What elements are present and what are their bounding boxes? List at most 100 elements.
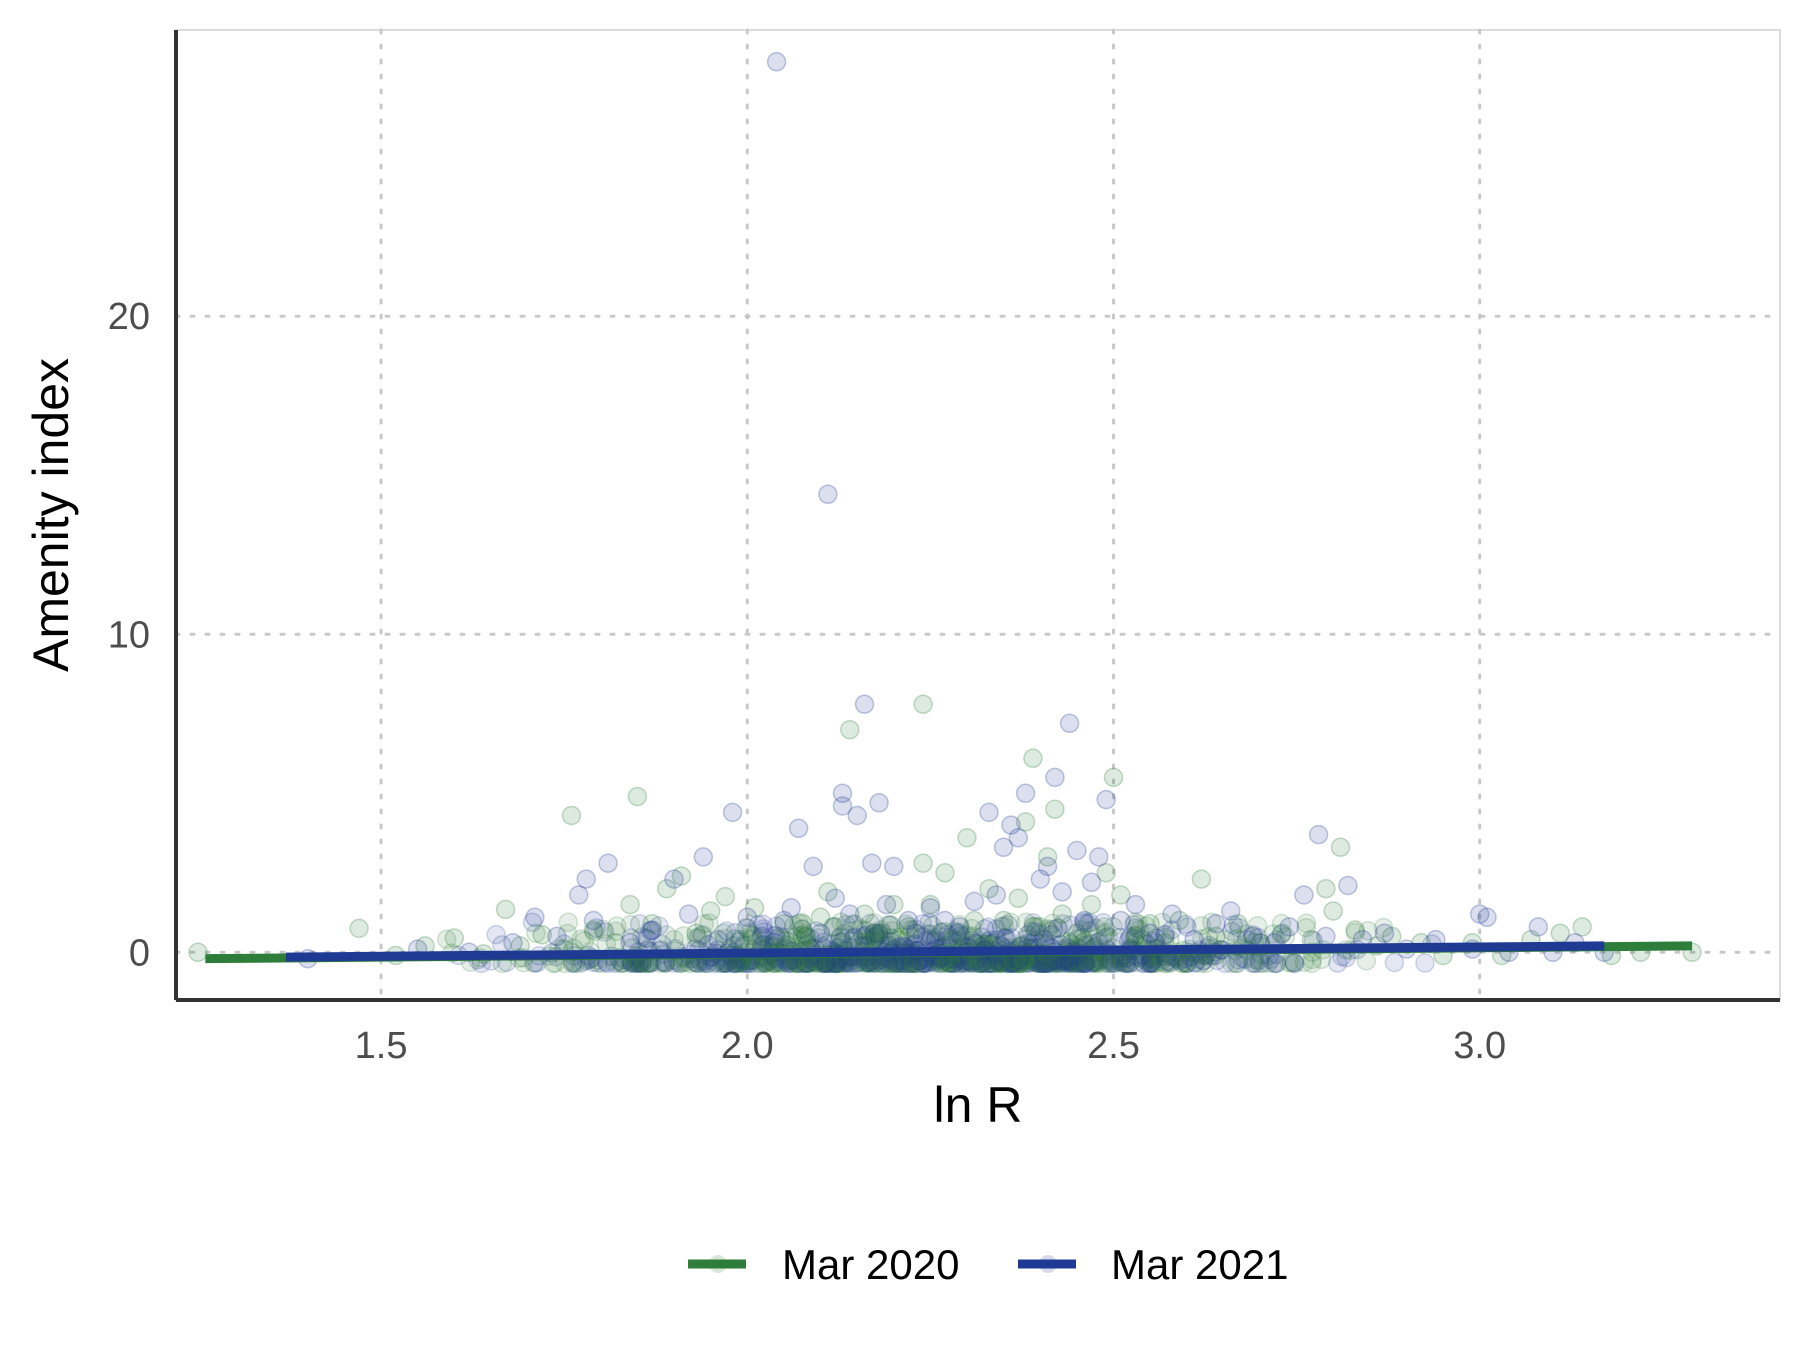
dense-point <box>714 923 734 943</box>
dense-point <box>855 920 875 941</box>
dense-point <box>856 925 876 945</box>
dense-point <box>1356 951 1377 971</box>
dense-point <box>1264 953 1284 974</box>
dense-point <box>786 925 807 946</box>
dense-point <box>594 922 615 942</box>
point-mar-2021 <box>678 904 699 924</box>
dense-point <box>847 921 868 941</box>
dense-point <box>931 922 951 942</box>
dense-point <box>1016 912 1036 933</box>
point-mar-2021 <box>503 933 523 953</box>
point-mar-2020 <box>1052 904 1072 924</box>
dense-point <box>1073 912 1094 932</box>
dense-point <box>1258 953 1279 973</box>
dense-point <box>1136 916 1157 936</box>
point-mar-2020 <box>561 805 582 826</box>
dense-point <box>882 921 903 941</box>
dense-point <box>830 926 851 947</box>
dense-point <box>954 926 975 947</box>
dense-point <box>1042 913 1063 934</box>
dense-point <box>890 927 911 947</box>
dense-point <box>972 927 992 947</box>
point-mar-2021 <box>840 904 860 924</box>
dense-point <box>850 919 871 939</box>
point-mar-2020 <box>715 886 736 907</box>
dense-point <box>902 920 922 941</box>
dense-point <box>620 914 641 935</box>
dense-point <box>766 916 787 937</box>
dense-point <box>864 923 884 944</box>
dense-point <box>1038 921 1059 941</box>
dense-point <box>934 921 955 942</box>
dense-point <box>748 915 768 935</box>
point-mar-2020 <box>1008 888 1029 908</box>
point-mar-2021 <box>1279 917 1300 937</box>
point-mar-2021 <box>1089 847 1109 867</box>
dense-point <box>835 923 855 944</box>
dense-point <box>996 928 1017 949</box>
dense-point <box>1177 917 1197 937</box>
dense-point <box>871 923 892 943</box>
point-mar-2021 <box>1111 910 1131 931</box>
point-mar-2021 <box>905 923 926 943</box>
dense-point <box>938 924 958 945</box>
dense-point <box>526 923 546 944</box>
point-mar-2020 <box>1191 869 1212 889</box>
dense-point <box>1285 953 1305 974</box>
point-mar-2020 <box>1323 901 1343 921</box>
point-mar-2021 <box>854 694 875 714</box>
dense-point <box>1037 919 1058 939</box>
dense-point <box>753 919 773 939</box>
dense-point <box>1077 913 1098 934</box>
dense-point <box>931 923 952 943</box>
dense-point <box>998 914 1018 935</box>
dense-point <box>912 927 933 947</box>
dense-point <box>557 923 578 944</box>
point-mar-2020 <box>1103 767 1124 788</box>
dense-point <box>1152 912 1172 933</box>
point-mar-2021 <box>1067 840 1087 861</box>
point-mar-2021 <box>1125 894 1146 915</box>
dense-point <box>881 915 901 935</box>
point-mar-2021 <box>1374 923 1395 943</box>
dense-point <box>1227 953 1248 974</box>
dense-point <box>791 912 812 933</box>
point-mar-2020 <box>1045 799 1065 819</box>
point-mar-2021 <box>722 802 743 823</box>
dense-point <box>1075 913 1095 934</box>
point-mar-2020 <box>1023 748 1043 769</box>
point-mar-2021 <box>876 894 897 915</box>
dense-point <box>571 929 592 949</box>
point-mar-2021 <box>949 917 970 937</box>
dense-point <box>1026 917 1047 937</box>
point-mar-2021 <box>708 929 728 950</box>
dense-point <box>635 928 655 948</box>
point-mar-2021 <box>664 869 684 889</box>
dense-point <box>844 927 865 947</box>
dense-point <box>1229 918 1249 938</box>
point-mar-2021 <box>1242 926 1263 947</box>
dense-point <box>868 924 889 945</box>
point-mar-2020 <box>1316 878 1336 899</box>
point-mar-2021 <box>869 793 889 813</box>
dense-point <box>1029 924 1050 944</box>
dense-point <box>792 919 813 939</box>
dense-point <box>699 913 719 933</box>
dense-point <box>1023 913 1044 933</box>
dense-point <box>765 925 786 946</box>
dense-point <box>1266 953 1287 974</box>
dense-point <box>1223 915 1244 935</box>
dense-point <box>744 926 764 946</box>
dense-point <box>1080 912 1100 933</box>
y-tick-label: 20 <box>108 296 150 338</box>
dense-point <box>808 928 829 948</box>
dense-point <box>991 916 1012 937</box>
dense-point <box>906 919 926 940</box>
point-mar-2020 <box>1330 837 1351 858</box>
dense-point <box>436 929 457 950</box>
dense-point <box>843 914 863 935</box>
point-mar-2020 <box>913 694 933 714</box>
dense-point <box>868 923 889 943</box>
point-mar-2020 <box>495 899 516 920</box>
